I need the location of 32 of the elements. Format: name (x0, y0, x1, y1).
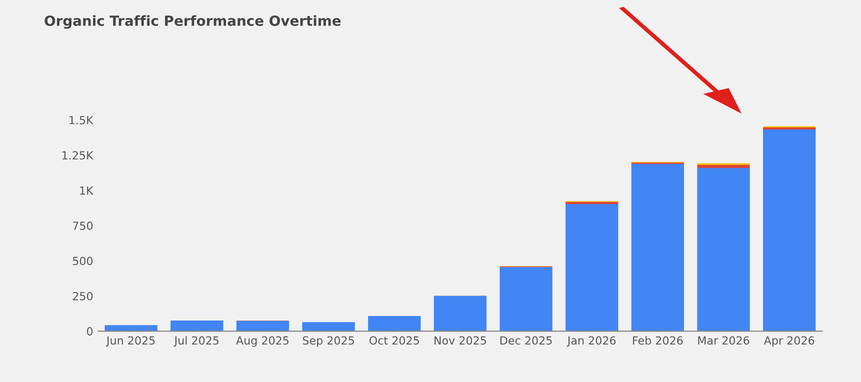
x-tick-label: Jul 2025 (174, 336, 219, 347)
y-tick-label: 750 (72, 222, 93, 230)
chart-title: Organic Traffic Performance Overtime (44, 15, 341, 29)
bar (763, 130, 816, 332)
y-tick-label: 1.25K (62, 151, 94, 160)
bar (302, 322, 355, 332)
x-tick-label: Jan 2026 (566, 336, 616, 347)
x-tick-label: Dec 2025 (500, 336, 552, 345)
x-tick-label: Sep 2025 (302, 336, 354, 347)
x-tick-label: Oct 2025 (369, 336, 419, 345)
y-tick-label: 250 (72, 292, 93, 300)
x-tick-label: Jun 2025 (106, 336, 155, 347)
bar (368, 316, 421, 332)
bar (566, 204, 618, 332)
y-tick-label: 1.5K (70, 116, 94, 124)
x-tick-label: Apr 2026 (764, 336, 814, 347)
x-tick-label: Feb 2026 (633, 336, 683, 345)
bar (236, 320, 290, 332)
bar (500, 267, 552, 332)
bar (170, 320, 224, 332)
bar (631, 164, 684, 332)
bar (697, 168, 750, 332)
bar (434, 296, 487, 332)
x-tick-label: Nov 2025 (434, 336, 486, 345)
bar (104, 325, 158, 332)
y-tick-label: 0 (86, 327, 93, 336)
bar (566, 202, 618, 204)
y-tick-label: 500 (72, 256, 93, 266)
bar (697, 165, 750, 168)
y-tick-label: 1K (80, 186, 94, 195)
x-tick-label: Mar 2026 (698, 336, 750, 345)
x-tick-label: Aug 2025 (236, 336, 289, 347)
